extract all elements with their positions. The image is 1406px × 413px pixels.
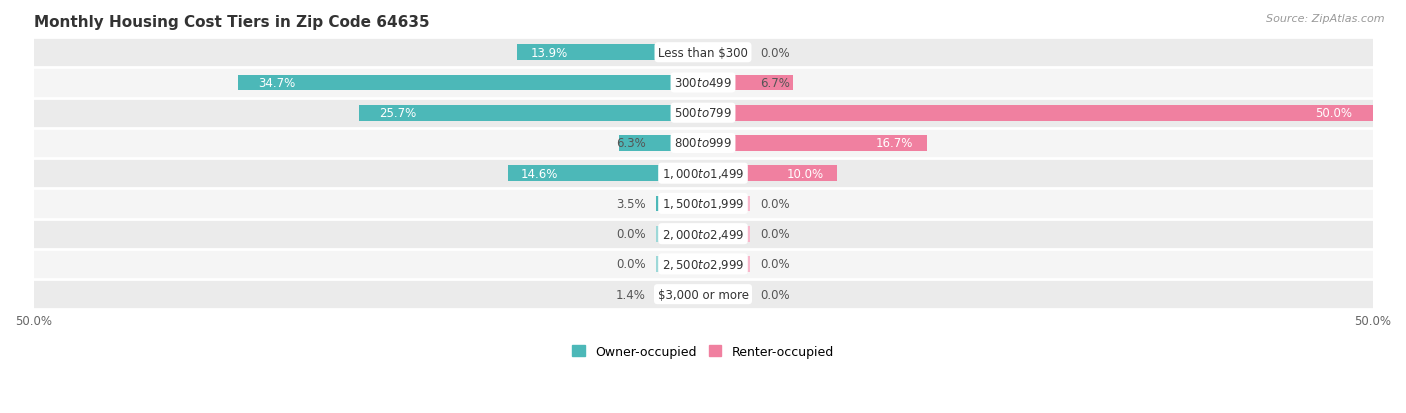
Text: $2,000 to $2,499: $2,000 to $2,499: [662, 227, 744, 241]
Bar: [34, 128, 1372, 159]
Text: Monthly Housing Cost Tiers in Zip Code 64635: Monthly Housing Cost Tiers in Zip Code 6…: [34, 15, 429, 30]
Bar: [34, 98, 1372, 128]
Text: 10.0%: 10.0%: [786, 167, 824, 180]
Bar: [34, 38, 1372, 68]
Text: $3,000 or more: $3,000 or more: [658, 288, 748, 301]
Text: Source: ZipAtlas.com: Source: ZipAtlas.com: [1267, 14, 1385, 24]
Bar: [657, 166, 703, 182]
Bar: [657, 136, 703, 152]
Text: $800 to $999: $800 to $999: [673, 137, 733, 150]
Text: 0.0%: 0.0%: [761, 228, 790, 241]
Text: 0.0%: 0.0%: [616, 228, 645, 241]
Bar: [34, 219, 1372, 249]
Bar: [703, 136, 927, 152]
Bar: [657, 106, 703, 121]
Text: 0.0%: 0.0%: [761, 197, 790, 211]
Bar: [517, 45, 703, 61]
Bar: [685, 287, 703, 302]
Text: $1,000 to $1,499: $1,000 to $1,499: [662, 167, 744, 181]
Text: 13.9%: 13.9%: [530, 47, 568, 59]
Bar: [703, 287, 749, 302]
Bar: [359, 106, 703, 121]
Bar: [34, 189, 1372, 219]
Text: 0.0%: 0.0%: [761, 47, 790, 59]
Bar: [657, 226, 703, 242]
Text: 34.7%: 34.7%: [259, 77, 295, 90]
Text: 3.5%: 3.5%: [616, 197, 645, 211]
Text: $500 to $799: $500 to $799: [673, 107, 733, 120]
Text: 0.0%: 0.0%: [616, 258, 645, 271]
Bar: [34, 68, 1372, 98]
Bar: [703, 76, 793, 91]
Bar: [657, 196, 703, 212]
Bar: [703, 45, 749, 61]
Bar: [657, 76, 703, 91]
Text: 50.0%: 50.0%: [1316, 107, 1353, 120]
Text: $300 to $499: $300 to $499: [673, 77, 733, 90]
Text: $2,500 to $2,999: $2,500 to $2,999: [662, 257, 744, 271]
Bar: [508, 166, 703, 182]
Bar: [703, 196, 749, 212]
Legend: Owner-occupied, Renter-occupied: Owner-occupied, Renter-occupied: [568, 340, 838, 363]
Text: 6.3%: 6.3%: [616, 137, 645, 150]
Bar: [657, 287, 703, 302]
Bar: [619, 136, 703, 152]
Bar: [703, 136, 749, 152]
Text: 1.4%: 1.4%: [616, 288, 645, 301]
Bar: [703, 256, 749, 272]
Bar: [34, 249, 1372, 279]
Bar: [703, 76, 749, 91]
Bar: [703, 166, 837, 182]
Bar: [34, 159, 1372, 189]
Bar: [34, 279, 1372, 309]
Bar: [657, 45, 703, 61]
Text: 0.0%: 0.0%: [761, 258, 790, 271]
Text: 0.0%: 0.0%: [761, 288, 790, 301]
Text: Less than $300: Less than $300: [658, 47, 748, 59]
Text: 6.7%: 6.7%: [761, 77, 790, 90]
Bar: [703, 226, 749, 242]
Bar: [703, 106, 1372, 121]
Text: 25.7%: 25.7%: [380, 107, 416, 120]
Bar: [657, 256, 703, 272]
Bar: [657, 196, 703, 212]
Text: $1,500 to $1,999: $1,500 to $1,999: [662, 197, 744, 211]
Text: 16.7%: 16.7%: [876, 137, 914, 150]
Bar: [703, 166, 749, 182]
Bar: [239, 76, 703, 91]
Text: 14.6%: 14.6%: [520, 167, 558, 180]
Bar: [703, 106, 749, 121]
